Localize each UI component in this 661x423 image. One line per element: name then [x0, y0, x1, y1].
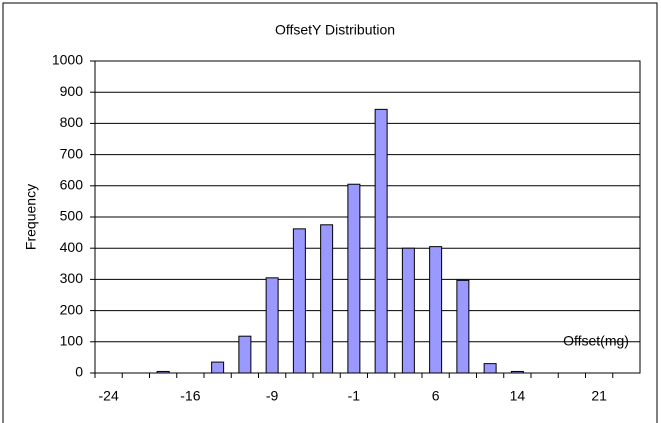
y-tick-label: 1000 [52, 52, 83, 68]
x-tick-label: -16 [180, 388, 200, 404]
bar [483, 363, 497, 374]
y-tick-label: 800 [60, 114, 84, 130]
bar [211, 361, 225, 374]
y-tick-label: 400 [60, 239, 84, 255]
bar [374, 108, 388, 374]
x-tick-label: -24 [99, 388, 119, 404]
y-tick-label: 300 [60, 270, 84, 286]
y-tick-label: 600 [60, 177, 84, 193]
x-tick-label: 21 [591, 388, 607, 404]
bar [510, 370, 524, 374]
bar [347, 183, 361, 374]
bar [429, 246, 443, 374]
bar [320, 224, 334, 374]
x-tick-label: -1 [348, 388, 361, 404]
chart-title: OffsetY Distribution [275, 22, 395, 38]
bar [456, 279, 470, 374]
y-tick-label: 900 [60, 83, 84, 99]
bar [401, 247, 415, 374]
y-tick-label: 700 [60, 145, 84, 161]
x-axis-label: Offset(mg) [563, 333, 629, 349]
x-tick-label: -9 [266, 388, 279, 404]
y-axis-label: Frequency [23, 184, 39, 250]
x-tick-label: 14 [510, 388, 526, 404]
y-tick-label: 100 [60, 333, 84, 349]
y-tick-label: 0 [75, 364, 83, 380]
y-tick-label: 500 [60, 208, 84, 224]
bar [156, 370, 170, 374]
x-tick-label: 6 [432, 388, 440, 404]
bar [265, 277, 279, 374]
bar [238, 335, 252, 374]
y-tick-label: 200 [60, 301, 84, 317]
bar [292, 228, 306, 374]
